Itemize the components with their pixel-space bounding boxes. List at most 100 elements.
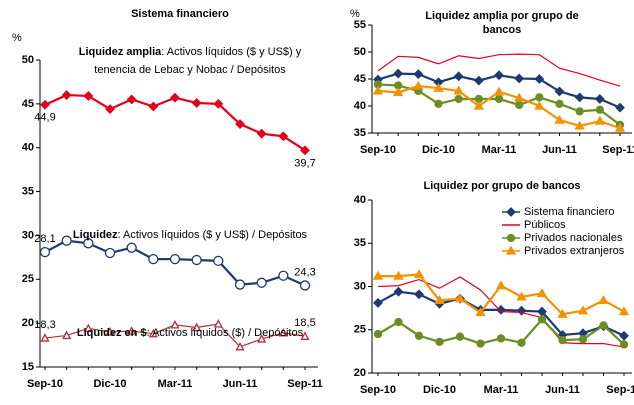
marker [148,101,159,112]
marker [476,339,485,348]
marker [506,207,516,217]
marker [618,306,630,316]
chart-title: bancos [483,24,522,36]
marker [435,337,444,347]
marker [494,94,504,104]
marker [619,340,629,349]
marker [414,289,424,300]
marker [126,94,137,105]
marker [506,233,516,243]
marker [434,295,445,304]
marker [517,338,526,347]
x-tick-label: Sep-10 [27,378,63,390]
marker [536,288,548,298]
x-tick-label: Jun-11 [223,378,258,390]
marker [554,86,565,97]
marker [475,307,486,317]
marker [393,286,404,297]
marker [594,94,605,104]
marker [473,75,484,86]
y-tick-label: 20 [22,317,34,329]
y-tick-label: 50 [22,54,34,66]
marker [191,254,202,266]
marker [61,90,72,101]
y-tick-label: 40 [354,194,366,206]
marker [235,119,245,129]
y-tick-label: 25 [22,273,34,285]
legend-label: Privados extranjeros [524,245,625,257]
series-note: : Activos líquidos ($) / Depósitos [147,327,304,339]
x-tick-label: Jun-11 [542,144,577,156]
marker [619,330,629,341]
marker [299,280,311,291]
y-tick-label: 25 [354,324,366,336]
marker [534,74,545,84]
marker [105,327,115,336]
marker [393,68,404,79]
marker [213,255,224,267]
line [44,93,306,152]
marker [434,99,443,108]
legend-label: Sistema financiero [524,206,615,218]
marker [256,277,267,288]
marker [235,341,245,351]
series-label: Liquidez: Activos líquidos ($ y US$) / D… [73,229,308,241]
y-tick-label: 35 [354,237,366,249]
marker [614,122,626,132]
marker [278,327,288,337]
x-tick-label: Sep-10 [360,144,396,156]
marker [496,334,506,343]
marker [599,321,608,330]
marker [300,145,310,156]
series-label: Liquidez en $: Activos líquidos ($) / De… [77,327,304,339]
marker [127,326,137,335]
marker [575,107,584,116]
legend-label: Privados nacionales [524,232,623,244]
marker [373,298,383,308]
marker [578,335,588,344]
marker [148,328,158,338]
marker [373,329,383,339]
marker [394,317,403,327]
data-label: 44,9 [34,112,55,124]
marker [534,100,545,110]
marker [493,86,505,96]
data-label: 28,1 [34,233,55,245]
marker [413,80,424,90]
y-tick-label: 30 [22,229,34,241]
x-tick-label: Sep-10 [360,384,396,396]
marker [372,85,384,95]
marker [393,87,404,97]
marker [40,99,50,110]
chart-title: Liquidez amplia por grupo de [425,10,578,22]
marker [126,242,137,253]
data-label: 18,3 [34,319,55,331]
marker [574,120,585,130]
x-tick-label: Jun-11 [545,384,580,396]
marker [574,92,585,103]
marker [105,104,115,115]
marker [169,253,181,265]
marker [148,253,159,265]
marker [39,246,51,258]
marker [555,99,564,108]
marker [257,334,267,343]
x-tick-label: Sep-11 [606,384,634,396]
series-note: : Activos líquidos ($ y US$) y [161,46,301,58]
marker [514,92,525,102]
y-tick-label: 35 [22,185,34,197]
marker [554,114,565,124]
y-tick-label: 20 [354,367,366,379]
y-tick-label: 30 [354,280,366,292]
line [377,276,625,348]
marker [535,93,544,102]
x-tick-label: Mar-11 [482,144,517,156]
y-tick-label: 50 [354,46,366,58]
series-note: tenencia de Lebac y Nobac / Depósitos [94,64,286,76]
y-tick-label: 45 [22,98,34,110]
marker [62,330,72,340]
marker [413,69,424,80]
marker [191,98,202,108]
